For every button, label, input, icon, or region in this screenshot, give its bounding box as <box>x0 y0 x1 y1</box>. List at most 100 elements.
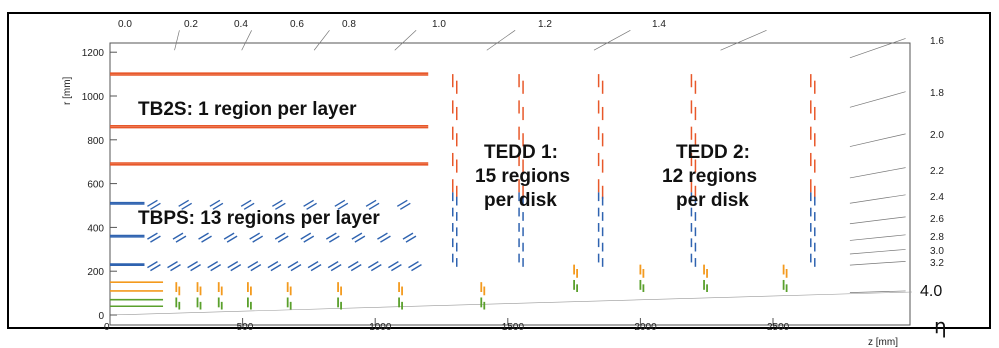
tbps-tilted-module <box>147 232 158 240</box>
tbps-tilted-module <box>187 261 198 269</box>
detector-modules <box>110 72 816 310</box>
tbps-tilted-module <box>303 235 315 243</box>
tedd2-label-line1: TEDD 2: <box>676 142 750 163</box>
x-tick-label: 1000 <box>369 322 392 333</box>
tbps-tilted-module <box>252 235 264 243</box>
tedd2-label-line2: 12 regions <box>662 166 757 187</box>
eta-line <box>849 290 906 293</box>
tbps-tilted-module <box>243 202 255 210</box>
x-tick-label: 2500 <box>767 322 790 333</box>
tbps-tilted-module <box>328 235 340 243</box>
tbps-tilted-module <box>307 261 319 269</box>
eta-right-label: 2.4 <box>930 192 944 203</box>
tbps-tilted-module <box>351 232 363 240</box>
outer-frame <box>7 12 991 329</box>
eta-line <box>394 30 417 51</box>
tbps-tilted-module <box>300 232 312 240</box>
eta-top-label: 0.6 <box>290 19 304 30</box>
eta-lines: 0.0 0.2 0.4 0.6 0.8 1.0 1.2 1.4 1.6 1.8 2.0 2.2 2.4 2… <box>109 19 944 316</box>
tbps-tilted-module <box>175 235 187 243</box>
y-tick-label: 800 <box>87 136 104 147</box>
tbps-tilted-module <box>207 261 219 269</box>
tb2s-label: TB2S: 1 region per layer <box>138 99 357 120</box>
tbps-tilted-module <box>250 264 262 272</box>
x-tick-label: 500 <box>237 322 254 333</box>
eta-right-label: 2.0 <box>930 130 944 141</box>
eta-max-label: 4.0 <box>920 283 942 300</box>
tbps-tilted-module <box>267 261 279 269</box>
x-tick-label: 2000 <box>634 322 657 333</box>
tbps-tilted-module <box>190 264 201 272</box>
tbps-tilted-module <box>325 232 337 240</box>
y-tick-label: 200 <box>87 267 104 278</box>
eta-line <box>849 261 906 266</box>
tbps-tilted-module <box>150 264 161 272</box>
eta-line-max <box>109 291 913 316</box>
tbps-tilted-module <box>388 261 399 269</box>
eta-line <box>486 30 516 51</box>
eta-line <box>174 30 180 51</box>
tbps-tilted-module <box>277 235 289 243</box>
tbps-tilted-module <box>240 199 252 207</box>
tbps-tilted-module <box>272 199 283 207</box>
tbps-tilted-module <box>399 202 411 210</box>
x-tick-label: 1500 <box>502 322 525 333</box>
eta-right-label: 2.2 <box>930 166 944 177</box>
eta-top-label: 0.2 <box>184 19 198 30</box>
tbps-tilted-module <box>391 264 402 272</box>
y-axis-title: r [mm] <box>62 76 73 105</box>
eta-symbol: η <box>934 314 947 338</box>
tbps-tilted-module <box>396 199 408 207</box>
eta-line <box>849 91 906 108</box>
eta-line <box>849 167 906 179</box>
eta-line <box>849 133 906 147</box>
tbps-tilted-module <box>368 202 380 210</box>
tbps-tilted-module <box>350 264 362 272</box>
tbps-tilted-module <box>327 261 339 269</box>
eta-line <box>849 249 906 255</box>
tbps-tilted-module <box>178 199 190 207</box>
tbps-tilted-module <box>223 232 235 240</box>
eta-top-label: 0.8 <box>342 19 356 30</box>
tedd1-label-line3: per disk <box>484 190 557 211</box>
eta-line <box>593 29 631 51</box>
tbps-tilted-module <box>354 235 366 243</box>
axis-ticks: 0 500 1000 1500 2000 2500 0 200 400 600 800 1000 120… <box>82 48 790 333</box>
tbps-tilted-module <box>275 202 286 210</box>
eta-top-label: 1.4 <box>652 19 666 30</box>
tbps-tilted-module <box>367 261 379 269</box>
tbps-tilted-module <box>150 202 161 210</box>
eta-line <box>849 194 906 204</box>
tedd2-label-line3: per disk <box>676 190 749 211</box>
tbps-tilted-module <box>227 261 239 269</box>
tbps-tilted-module <box>167 261 178 269</box>
tbps-tilted-module <box>181 202 193 210</box>
tbps-tilted-module <box>405 235 417 243</box>
tbps-tilted-module <box>347 261 359 269</box>
tbps-tilted-module <box>402 232 414 240</box>
tbps-tilted-module <box>287 261 299 269</box>
eta-line <box>849 38 906 59</box>
x-axis-title: z [mm] <box>868 337 898 348</box>
eta-right-label: 2.6 <box>930 214 944 225</box>
tbps-label: TBPS: 13 regions per layer <box>138 208 380 229</box>
eta-top-label: 1.0 <box>432 19 446 30</box>
eta-top-label: 0.0 <box>118 19 132 30</box>
tbps-tilted-module <box>377 232 388 240</box>
y-tick-label: 0 <box>98 311 104 322</box>
eta-top-label: 0.4 <box>234 19 248 30</box>
tbps-tilted-module <box>274 232 286 240</box>
tbps-tilted-module <box>172 232 184 240</box>
tbps-tilted-module <box>230 264 242 272</box>
tbps-tilted-module <box>310 264 322 272</box>
tbps-tilted-module <box>330 264 342 272</box>
tbps-tilted-module <box>210 264 222 272</box>
tbps-tilted-module <box>249 232 261 240</box>
y-tick-label: 400 <box>87 223 104 234</box>
tbps-tilted-module <box>170 264 181 272</box>
tbps-tilted-module <box>201 235 212 243</box>
tedd1-label-line1: TEDD 1: <box>484 142 558 163</box>
tbps-tilted-module <box>209 199 221 207</box>
